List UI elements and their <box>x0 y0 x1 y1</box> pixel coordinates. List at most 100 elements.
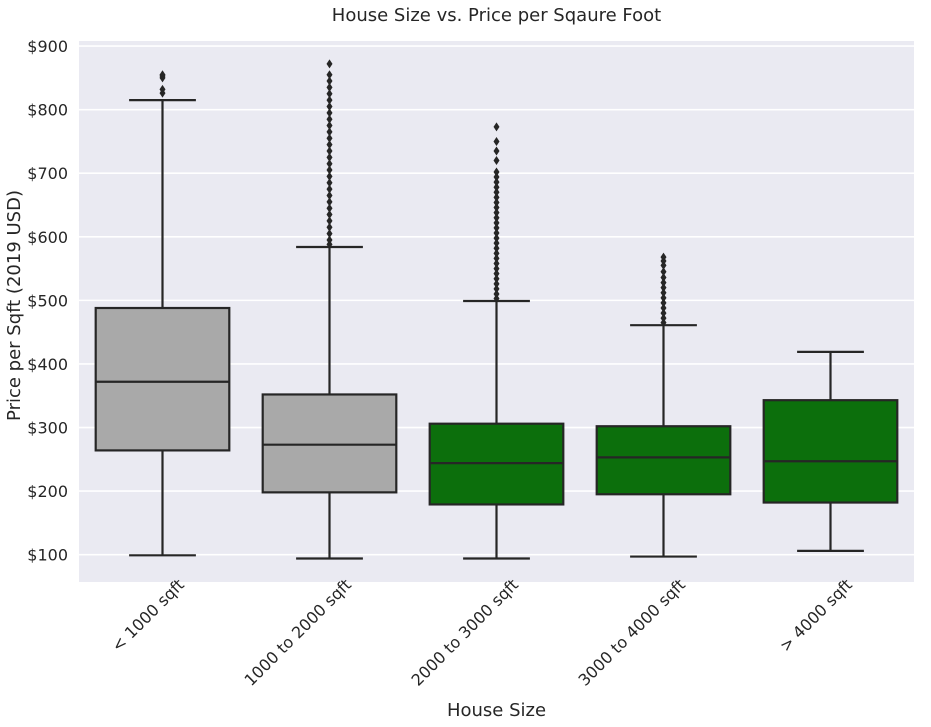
x-tick-label: 3000 to 4000 sqft <box>574 575 688 689</box>
outlier-point <box>493 284 500 294</box>
outlier-point <box>660 293 667 303</box>
outlier-point <box>326 165 333 175</box>
outlier-point <box>493 122 500 132</box>
outlier-point <box>326 76 333 86</box>
outlier-point <box>159 84 166 94</box>
box-4 <box>595 252 732 558</box>
x-tick-label: 1000 to 2000 sqft <box>240 575 354 689</box>
box-3 <box>428 122 565 560</box>
outlier-point <box>326 152 333 162</box>
outlier-point <box>326 114 333 124</box>
outlier-point <box>493 223 500 233</box>
y-tick-label: $600 <box>27 228 68 247</box>
outlier-point <box>326 101 333 111</box>
outlier-point <box>493 218 500 228</box>
y-tick-labels: $100 $200 $300 $400 $500 $600 $700 $800 $900 <box>27 37 68 565</box>
box-iqr <box>261 393 398 494</box>
outlier-point <box>326 82 333 92</box>
outlier-point <box>493 289 500 299</box>
x-tick-label: > 4000 sqft <box>776 575 856 655</box>
y-tick-label: $900 <box>27 37 68 56</box>
box-iqr <box>94 306 231 452</box>
outlier-point <box>326 146 333 156</box>
outlier-point <box>326 229 333 239</box>
outlier-point <box>326 235 333 245</box>
outlier-point <box>326 70 333 80</box>
outlier-point <box>493 187 500 197</box>
outlier-point <box>493 203 500 213</box>
outlier-point <box>326 159 333 169</box>
outlier-point <box>326 89 333 99</box>
x-tick-label: 2000 to 3000 sqft <box>407 575 521 689</box>
outlier-point <box>660 278 667 288</box>
outlier-point <box>493 259 500 269</box>
box-series <box>94 59 899 560</box>
box-iqr <box>762 399 899 504</box>
box-1 <box>94 70 231 557</box>
outlier-point <box>326 127 333 137</box>
outlier-point <box>493 156 500 166</box>
y-tick-label: $700 <box>27 164 68 183</box>
y-tick-label: $200 <box>27 482 68 501</box>
outlier-point <box>660 288 667 298</box>
outlier-point <box>493 182 500 192</box>
outlier-point <box>326 171 333 181</box>
outlier-point <box>326 59 333 69</box>
y-tick-label: $300 <box>27 419 68 438</box>
outlier-point <box>326 108 333 118</box>
outlier-point <box>660 298 667 308</box>
chart-title: House Size vs. Price per Sqaure Foot <box>332 5 661 26</box>
outlier-point <box>326 184 333 194</box>
outlier-point <box>493 197 500 207</box>
outlier-point <box>493 213 500 223</box>
y-tick-label: $800 <box>27 101 68 120</box>
outlier-point <box>493 172 500 182</box>
box-5 <box>762 350 899 552</box>
outlier-point <box>493 167 500 177</box>
y-tick-label: $100 <box>27 546 68 565</box>
outlier-point <box>660 272 667 282</box>
outlier-point <box>326 121 333 131</box>
outlier-point <box>493 243 500 253</box>
outlier-point <box>159 70 166 80</box>
box-2 <box>261 59 398 560</box>
outlier-point <box>326 216 333 226</box>
outlier-point <box>660 308 667 318</box>
outlier-point <box>493 233 500 243</box>
outlier-point <box>493 264 500 274</box>
outlier-point <box>660 267 667 277</box>
outlier-point <box>493 274 500 284</box>
outlier-point <box>326 178 333 188</box>
outlier-point <box>493 253 500 263</box>
outlier-point <box>326 203 333 213</box>
outlier-point <box>493 192 500 202</box>
outlier-point <box>660 303 667 313</box>
outlier-point <box>326 210 333 220</box>
x-axis-label: House Size <box>447 700 546 721</box>
outlier-point <box>660 283 667 293</box>
x-tick-label: < 1000 sqft <box>108 575 188 655</box>
outlier-point <box>493 228 500 238</box>
outlier-point <box>326 133 333 143</box>
y-tick-label: $400 <box>27 355 68 374</box>
y-axis-label: Price per Sqft (2019 USD) <box>4 190 25 421</box>
outlier-point <box>493 269 500 279</box>
outlier-point <box>326 190 333 200</box>
box-iqr <box>595 425 732 496</box>
x-tick-labels: < 1000 sqft 1000 to 2000 sqft 2000 to 3000… <box>108 575 856 689</box>
outlier-point <box>326 95 333 105</box>
y-tick-label: $500 <box>27 291 68 310</box>
outlier-point <box>326 222 333 232</box>
outlier-point <box>493 146 500 156</box>
outlier-point <box>326 197 333 207</box>
outlier-point <box>493 279 500 289</box>
outlier-point <box>493 248 500 258</box>
outlier-point <box>660 313 667 323</box>
outlier-point <box>493 136 500 146</box>
outlier-point <box>493 238 500 248</box>
outlier-point <box>493 208 500 218</box>
outlier-point <box>660 252 667 262</box>
outlier-point <box>493 177 500 187</box>
outlier-point <box>326 140 333 150</box>
